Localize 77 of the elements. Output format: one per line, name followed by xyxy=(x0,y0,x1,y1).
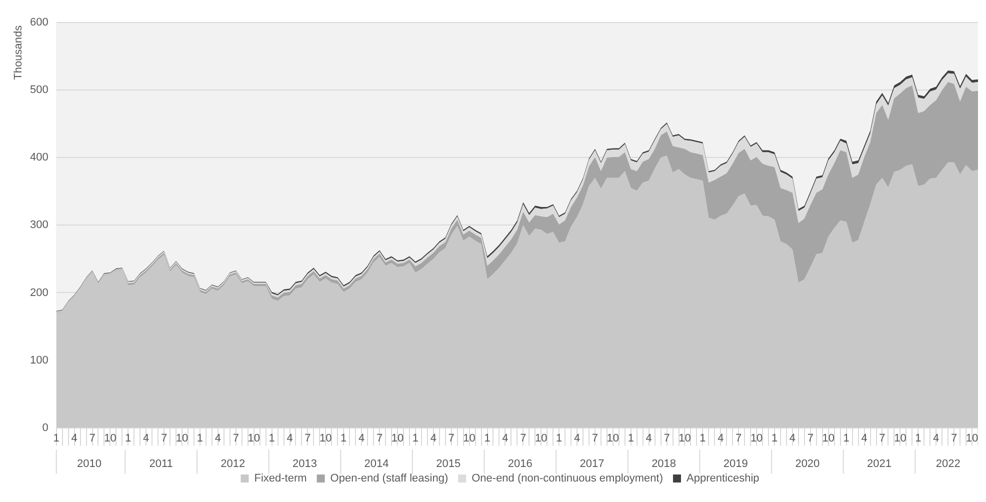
x-tick-label: 10 xyxy=(463,432,476,444)
x-tick-label: 4 xyxy=(933,432,940,444)
x-tick-label: 7 xyxy=(232,432,239,444)
text: 2014 xyxy=(364,458,389,470)
x-tick-label: 1 xyxy=(556,432,562,444)
text: 2016 xyxy=(508,458,532,470)
legend-label: One-end (non-continuous employment) xyxy=(472,472,663,485)
x-tick-label: 10 xyxy=(534,432,548,444)
x-tick-label: 1 xyxy=(628,432,634,444)
text: 2012 xyxy=(220,458,246,470)
x-tick-label: 4 xyxy=(789,432,796,444)
x-tick-label: 1 xyxy=(340,432,347,444)
x-tick-label: 10 xyxy=(176,432,188,444)
x-tick-label: 10 xyxy=(606,432,620,444)
y-tick-label: 400 xyxy=(30,152,48,164)
x-tick-label: 7 xyxy=(448,432,454,444)
x-tick-label: 4 xyxy=(502,432,508,444)
x-tick-label: 10 xyxy=(822,432,835,444)
x-tick-label: 10 xyxy=(320,432,332,444)
x-tick-label: 7 xyxy=(376,432,383,444)
x-tick-label: 10 xyxy=(391,432,404,444)
x-tick-label: 7 xyxy=(304,432,311,444)
x-tick-label: 10 xyxy=(104,432,116,444)
x-tick-label: 7 xyxy=(89,432,96,444)
x-tick-label: 7 xyxy=(592,432,598,444)
text: 2020 xyxy=(795,458,820,470)
x-tick-label: 4 xyxy=(861,432,868,444)
x-tick-label: 1 xyxy=(53,432,60,444)
text: 2017 xyxy=(580,458,604,470)
x-tick-label: 7 xyxy=(736,432,742,444)
text: 2011 xyxy=(149,458,173,470)
x-tick-label: 1 xyxy=(843,432,850,444)
x-tick-label: 4 xyxy=(71,432,78,444)
y-axis-title: Thousands xyxy=(12,24,24,80)
x-tick-label: 1 xyxy=(125,432,132,444)
x-tick-label: 4 xyxy=(574,432,580,444)
x-tick-label: 7 xyxy=(807,432,814,444)
x-tick-label: 7 xyxy=(520,432,526,444)
x-tick-label: 10 xyxy=(248,432,260,444)
y-tick-label: 600 xyxy=(30,16,48,29)
legend-label: Open-end (staff leasing) xyxy=(330,472,448,485)
x-tick-label: 7 xyxy=(879,432,886,444)
text: 2019 xyxy=(723,458,748,470)
x-tick-label: 7 xyxy=(951,432,958,444)
y-tick-label: 100 xyxy=(30,354,48,366)
x-tick-label: 4 xyxy=(718,432,724,444)
x-tick-label: 4 xyxy=(286,432,293,444)
y-tick-label: 300 xyxy=(30,219,48,232)
x-tick-label: 1 xyxy=(700,432,706,444)
x-tick-label: 10 xyxy=(894,432,906,444)
text: 2021 xyxy=(867,458,892,470)
text: 2015 xyxy=(436,458,461,470)
text: 2022 xyxy=(936,458,960,470)
x-tick-label: 4 xyxy=(143,432,150,444)
legend-label: Apprenticeship xyxy=(686,472,760,485)
legend-label: Fixed-term xyxy=(254,472,307,485)
text: 2013 xyxy=(292,458,317,470)
x-tick-label: 1 xyxy=(915,432,922,444)
x-tick-label: 10 xyxy=(750,432,763,444)
x-tick-label: 10 xyxy=(966,432,978,444)
y-tick-label: 0 xyxy=(42,422,48,434)
text: 2010 xyxy=(77,458,102,470)
x-tick-label: 7 xyxy=(664,432,670,444)
y-tick-label: 500 xyxy=(30,84,48,96)
x-tick-label: 1 xyxy=(268,432,275,444)
y-tick-label: 200 xyxy=(30,286,48,299)
text: 2018 xyxy=(652,458,676,470)
x-tick-label: 4 xyxy=(214,432,222,444)
x-tick-label: 1 xyxy=(412,432,418,444)
x-tick-label: 4 xyxy=(358,432,365,444)
x-tick-label: 1 xyxy=(484,432,490,444)
x-tick-label: 4 xyxy=(430,432,436,444)
x-tick-label: 1 xyxy=(771,432,778,444)
x-tick-label: 1 xyxy=(196,432,204,444)
x-tick-label: 4 xyxy=(646,432,652,444)
x-tick-label: 10 xyxy=(678,432,691,444)
x-tick-label: 7 xyxy=(161,432,168,444)
